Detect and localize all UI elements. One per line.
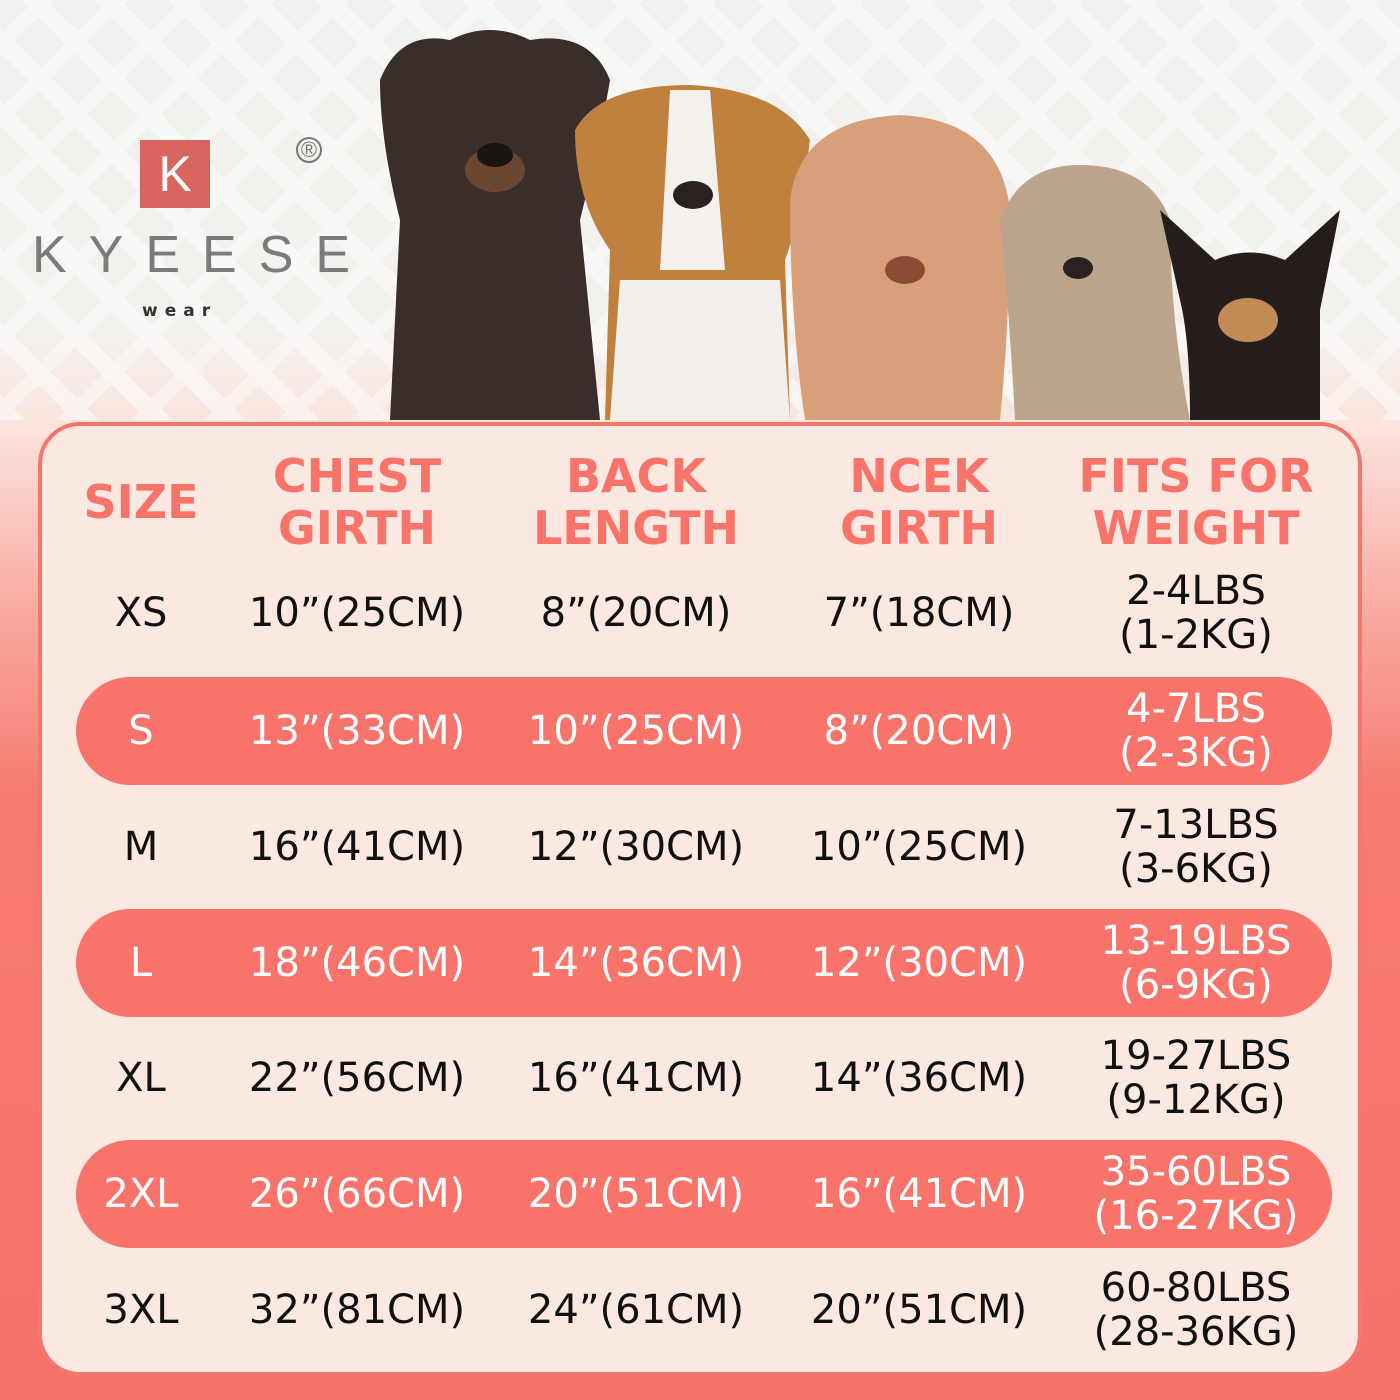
table-row-m: M 16”(41CM) 12”(30CM) 10”(25CM) 7-13LBS (3-6K… [76, 793, 1332, 901]
beagle-image [575, 85, 810, 420]
cell-size: S [128, 708, 154, 754]
cell-weight: 4-7LBS (2-3KG) [1119, 677, 1273, 785]
cell-weight-lbs: 7-13LBS [1113, 802, 1279, 848]
header-neck-girth: NCEK GIRTH [839, 449, 999, 555]
cell-weight: 7-13LBS (3-6KG) [1113, 793, 1278, 901]
cell-weight-kg: (1-2KG) [1119, 612, 1273, 658]
cell-weight: 19-27LBS (9-12KG) [1101, 1024, 1292, 1132]
header-size: SIZE [83, 475, 199, 529]
cell-back: 10”(25CM) [527, 708, 745, 754]
brand-logo: K ® KYEESE wear [30, 135, 350, 325]
cell-chest: 13”(33CM) [248, 708, 466, 754]
table-row-xl: XL 22”(56CM) 16”(41CM) 14”(36CM) 19-27LBS (9-… [76, 1024, 1332, 1132]
cell-back: 8”(20CM) [540, 590, 732, 636]
cell-back: 16”(41CM) [527, 1055, 745, 1101]
cell-neck: 16”(41CM) [810, 1171, 1028, 1217]
cell-back: 14”(36CM) [527, 940, 745, 986]
cell-size: L [129, 940, 153, 986]
cell-weight-lbs: 4-7LBS [1126, 686, 1266, 732]
table-row-2xl: 2XL 26”(66CM) 20”(51CM) 16”(41CM) 35-60LBS (1… [76, 1140, 1332, 1248]
cell-weight-lbs: 2-4LBS [1126, 568, 1266, 614]
cell-size: M [123, 824, 159, 870]
cell-weight-lbs: 19-27LBS [1100, 1033, 1292, 1079]
cell-chest: 26”(66CM) [248, 1171, 466, 1217]
cell-weight-kg: (16-27KG) [1093, 1193, 1299, 1239]
table-row-3xl: 3XL 32”(81CM) 24”(61CM) 20”(51CM) 60-80LBS (2… [76, 1256, 1332, 1364]
registered-mark: ® [296, 137, 322, 163]
cell-back: 24”(61CM) [527, 1287, 745, 1333]
cell-neck: 20”(51CM) [810, 1287, 1028, 1333]
header-back-length: BACK LENGTH [532, 449, 740, 555]
cell-neck: 10”(25CM) [810, 824, 1028, 870]
header-weight: FITS FOR WEIGHT [1078, 449, 1314, 555]
cell-neck: 12”(30CM) [810, 940, 1028, 986]
brand-subtitle: wear [142, 301, 218, 321]
cell-size: XL [116, 1055, 166, 1101]
cell-weight-kg: (2-3KG) [1119, 730, 1273, 776]
cell-weight-lbs: 13-19LBS [1100, 918, 1292, 964]
poodle-image [790, 115, 1010, 420]
cell-weight: 35-60LBS (16-27KG) [1094, 1140, 1299, 1248]
cell-weight: 13-19LBS (6-9KG) [1101, 909, 1292, 1017]
chihuahua-image [1160, 210, 1340, 420]
size-chart-panel: SIZE CHEST GIRTH BACK LENGTH NCEK GIRTH FIT… [38, 422, 1362, 1376]
cell-weight-kg: (3-6KG) [1119, 846, 1273, 892]
cell-weight-lbs: 35-60LBS [1100, 1149, 1292, 1195]
table-row-xs: XS 10”(25CM) 8”(20CM) 7”(18CM) 2-4LBS (1-2KG) [76, 559, 1332, 667]
logo-mark: K [140, 140, 210, 208]
terrier-image [1000, 165, 1190, 420]
cell-weight-kg: (6-9KG) [1119, 962, 1273, 1008]
cell-neck: 7”(18CM) [823, 590, 1015, 636]
cell-weight-lbs: 60-80LBS [1100, 1265, 1292, 1311]
table-row-s: S 13”(33CM) 10”(25CM) 8”(20CM) 4-7LBS (2-3KG) [76, 677, 1332, 785]
cell-weight-kg: (28-36KG) [1093, 1309, 1299, 1355]
brand-name: KYEESE [32, 226, 373, 284]
cell-weight: 60-80LBS (28-36KG) [1094, 1256, 1299, 1364]
cell-neck: 8”(20CM) [823, 708, 1015, 754]
table-row-l: L 18”(46CM) 14”(36CM) 12”(30CM) 13-19LBS (6-9… [76, 909, 1332, 1017]
header-chest-girth: CHEST GIRTH [272, 449, 442, 555]
cell-back: 12”(30CM) [527, 824, 745, 870]
cell-neck: 14”(36CM) [810, 1055, 1028, 1101]
cell-back: 20”(51CM) [527, 1171, 745, 1217]
cell-chest: 10”(25CM) [248, 590, 466, 636]
cell-chest: 16”(41CM) [248, 824, 466, 870]
dogs-photo [380, 30, 1340, 420]
cell-weight: 2-4LBS (1-2KG) [1119, 559, 1273, 667]
doberman-image [380, 30, 610, 420]
cell-weight-kg: (9-12KG) [1106, 1077, 1286, 1123]
cell-size: 2XL [103, 1171, 179, 1217]
cell-size: 3XL [103, 1287, 179, 1333]
cell-size: XS [114, 590, 168, 636]
cell-chest: 18”(46CM) [248, 940, 466, 986]
cell-chest: 32”(81CM) [248, 1287, 466, 1333]
header-row: SIZE CHEST GIRTH BACK LENGTH NCEK GIRTH FIT… [76, 442, 1332, 562]
cell-chest: 22”(56CM) [248, 1055, 466, 1101]
